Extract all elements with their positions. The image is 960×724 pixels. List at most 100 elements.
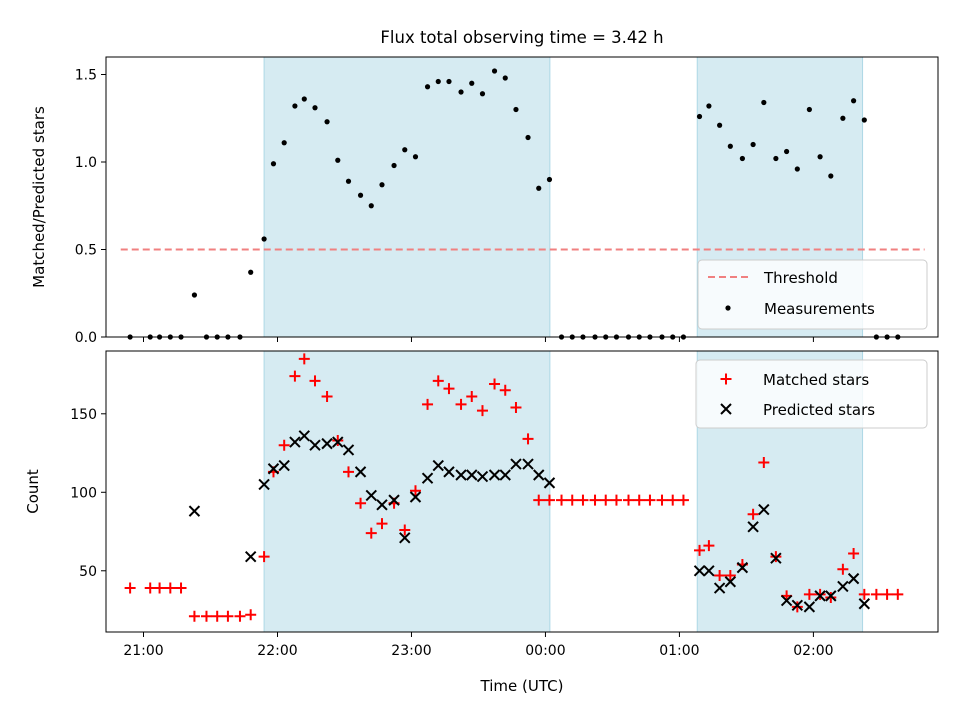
matched-star-point [321,391,333,403]
matched-star-point [188,610,200,622]
measurement-point [717,122,723,128]
x-tick-label: 01:00 [659,643,699,659]
predicted-star-point [365,489,377,502]
measurement-point [850,98,857,104]
predicted-star-point [522,458,534,470]
measurement-point [424,84,431,90]
measurement-point [281,140,287,146]
measurement-point [784,148,790,155]
predicted-star-point [399,532,411,544]
measurement-point [248,269,254,275]
predicted-star-point [466,469,478,481]
y-tick-label: 1.0 [75,155,97,171]
matched-star-point [455,398,467,410]
matched-star-point [881,588,893,600]
matched-star-point [892,588,904,600]
observing-interval-band [263,56,551,338]
measurement-point [435,78,441,85]
matched-star-point [533,494,545,506]
bottom-panel-counts: 50 100 150 21:00 22:00 23:00 00:00 01:00 02:00 Co… [24,350,939,695]
matched-star-point [376,518,388,530]
legend-measurement-label: Measurements [764,300,875,318]
x-tick-label: 00:00 [525,643,565,659]
matched-star-point [432,375,444,387]
measurement-point [773,155,779,162]
predicted-star-point [543,477,556,489]
predicted-star-point [814,590,826,602]
measurement-point [345,178,352,184]
x-tick-label: 21:00 [123,643,163,659]
matched-star-point [499,384,511,396]
predicted-star-point [321,437,333,450]
matched-star-point [342,466,354,478]
axes-frame [105,56,939,338]
predicted-star-point [780,594,793,607]
legend-predicted-swatch [720,403,732,415]
predicted-star-point [455,469,467,481]
predicted-star-point [703,565,715,577]
matched-star-point [289,370,301,382]
measurement-point [806,106,812,113]
matched-star-point [758,456,770,468]
matched-star-point [633,494,645,506]
measurement-point [379,182,385,188]
matched-star-point [355,497,367,509]
legend-box [695,359,928,429]
matched-star-point [510,402,522,414]
measurement-point [750,141,756,148]
matched-star-point [332,434,344,446]
observing-interval-band [263,350,551,633]
predicted-star-point [342,444,355,456]
predicted-star-point [724,576,737,588]
matched-star-point [466,391,478,403]
predicted-star-point [713,582,726,594]
predicted-star-point [388,494,400,506]
matched-star-point [164,582,176,594]
predicted-star-point [332,436,344,448]
measurement-point [292,103,298,109]
matched-star-point [848,548,860,560]
y-tick-label: 0.0 [75,330,97,346]
matched-star-point [476,405,488,417]
matched-star-point [409,485,421,497]
measurement-point [536,185,542,191]
measurement-point [828,173,834,179]
top-panel-ratio: 0.0 0.5 1.0 1.5 Matched/Predicted stars Thres… [30,56,939,346]
predicted-star-point [693,565,706,577]
x-axis-label: Time (UTC) [480,677,564,695]
matched-star-point [245,609,257,621]
matched-star-point [556,494,568,506]
matched-star-point [309,375,321,387]
matched-star-point [200,610,212,622]
y-tick-label: 1.5 [75,68,97,84]
measurement-point [335,157,341,163]
predicted-star-point [837,580,849,593]
matched-star-point [677,494,689,506]
predicted-star-point [421,472,434,484]
predicted-star-point [476,470,489,483]
predicted-star-point [443,466,455,478]
y-axis-label: Count [24,469,42,514]
matched-star-point [399,524,411,536]
measurement-point [270,161,277,167]
measurement-point [458,89,464,95]
matched-star-point [694,544,706,556]
measurement-point [761,99,767,106]
measurement-point [191,292,198,298]
matched-star-point [278,439,290,451]
y-tick-label: 50 [79,564,97,580]
matched-star-point [600,494,612,506]
matched-star-point [747,508,759,520]
x-tick-label: 22:00 [257,643,297,659]
y-tick-label: 0.5 [75,243,97,259]
predicted-star-point [488,469,501,481]
predicted-star-point [354,466,367,478]
matched-star-point [124,582,136,594]
matched-star-point [258,551,270,563]
predicted-star-point [510,458,522,470]
matched-star-point [489,378,501,390]
measurement-point [525,134,531,141]
matched-star-point [566,494,578,506]
matched-star-point [814,588,826,600]
